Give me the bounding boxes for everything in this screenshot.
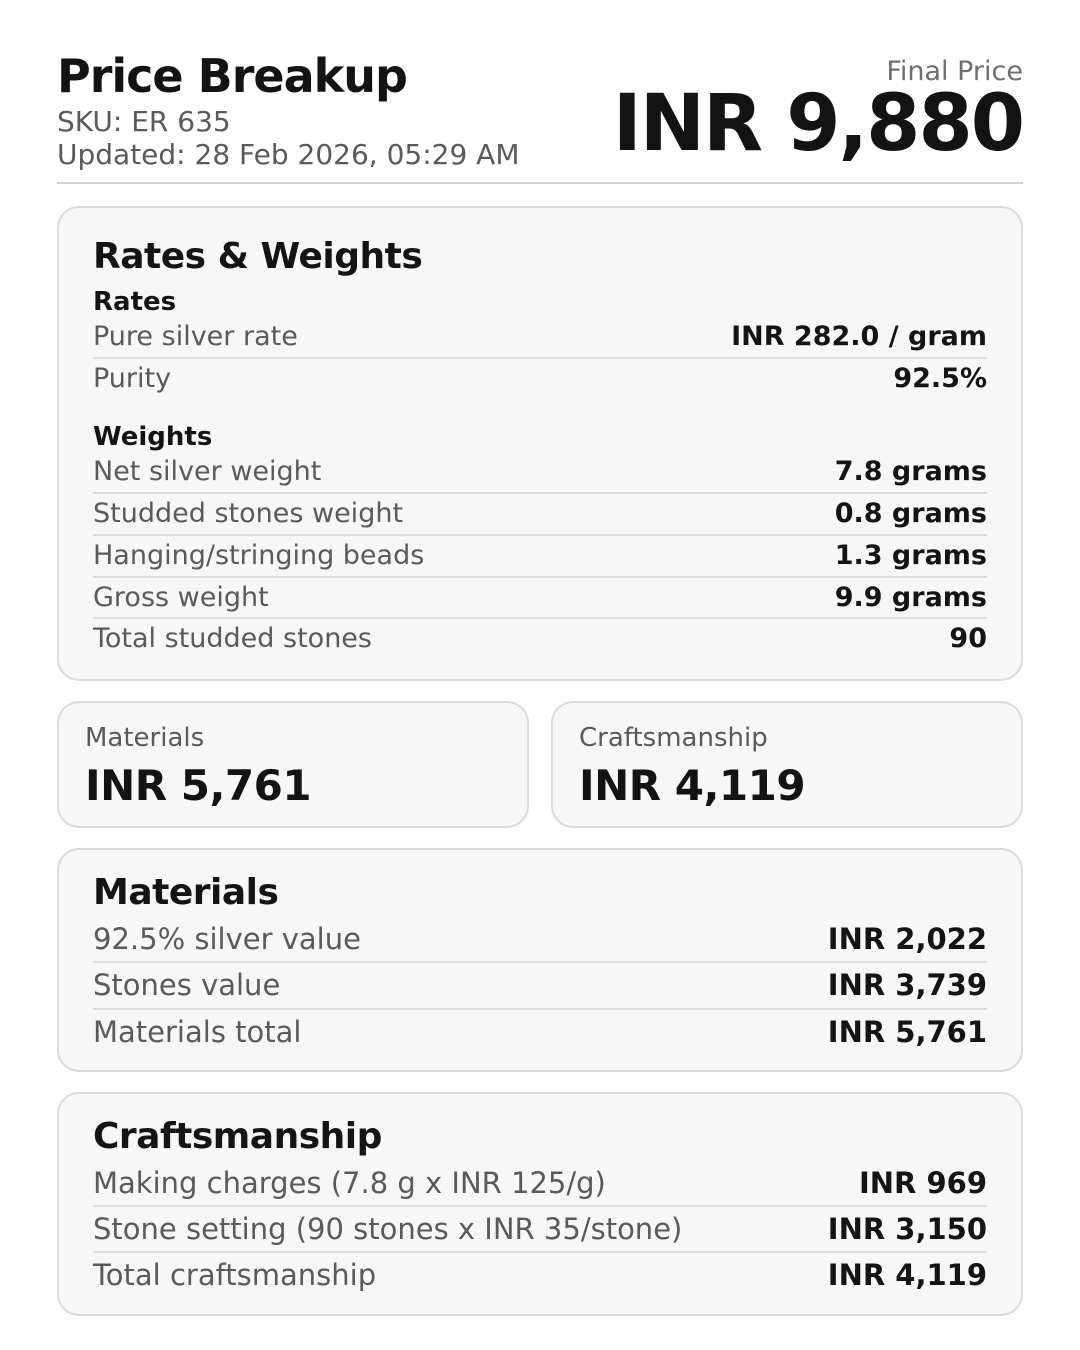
- rates-group-title: Rates: [93, 286, 177, 317]
- rates-group: Rates Pure silver rate INR 282.0 / gram …: [93, 287, 987, 399]
- row-gross-weight: Gross weight 9.9 grams: [93, 578, 987, 620]
- row-value: INR 3,739: [827, 968, 987, 1003]
- row-total-craftsmanship: Total craftsmanship INR 4,119: [93, 1253, 987, 1297]
- craftsmanship-title: Craftsmanship: [93, 1115, 382, 1157]
- row-stones-value: Stones value INR 3,739: [93, 963, 987, 1010]
- row-label: Stones value: [93, 968, 281, 1003]
- row-label: Purity: [93, 362, 172, 394]
- row-value: INR 2,022: [827, 922, 987, 957]
- summary-value: INR 5,761: [85, 761, 312, 811]
- final-price-value: INR 9,880: [612, 79, 1025, 169]
- row-total-studded-stones: Total studded stones 90: [93, 619, 987, 659]
- row-label: Gross weight: [93, 581, 269, 613]
- row-value: INR 3,150: [827, 1212, 987, 1247]
- header-left: Price Breakup SKU: ER 635 Updated: 28 Fe…: [57, 52, 519, 172]
- craftsmanship-card: Craftsmanship Making charges (7.8 g x IN…: [57, 1091, 1023, 1316]
- rates-weights-card: Rates & Weights Rates Pure silver rate I…: [57, 205, 1023, 682]
- row-value: 92.5%: [893, 362, 987, 394]
- summary-value: INR 4,119: [579, 761, 806, 811]
- materials-title: Materials: [93, 872, 279, 914]
- row-value: INR 5,761: [827, 1014, 987, 1049]
- row-label: Materials total: [93, 1014, 302, 1049]
- row-stone-setting: Stone setting (90 stones x INR 35/stone)…: [93, 1207, 987, 1254]
- row-label: Pure silver rate: [93, 320, 298, 352]
- row-hanging-stringing-beads: Hanging/stringing beads 1.3 grams: [93, 536, 987, 578]
- row-value: 9.9 grams: [834, 581, 987, 613]
- row-value: 0.8 grams: [834, 498, 987, 530]
- price-breakup-page: Price Breakup SKU: ER 635 Updated: 28 Fe…: [57, 52, 1025, 1316]
- materials-summary-tile: Materials INR 5,761: [57, 701, 529, 829]
- craftsmanship-summary-tile: Craftsmanship INR 4,119: [551, 701, 1023, 829]
- row-label: Hanging/stringing beads: [93, 539, 425, 571]
- row-label: Studded stones weight: [93, 498, 404, 530]
- row-value: INR 282.0 / gram: [731, 320, 987, 352]
- row-value: 7.8 grams: [834, 456, 987, 488]
- row-materials-total: Materials total INR 5,761: [93, 1010, 987, 1054]
- row-label: Total studded stones: [93, 623, 372, 655]
- summary-row: Materials INR 5,761 Craftsmanship INR 4,…: [57, 701, 1023, 829]
- row-label: Net silver weight: [93, 456, 322, 488]
- updated-timestamp: Updated: 28 Feb 2026, 05:29 AM: [57, 138, 520, 172]
- sku-text: SKU: ER 635: [57, 105, 231, 139]
- row-pure-silver-rate: Pure silver rate INR 282.0 / gram: [93, 317, 987, 359]
- row-silver-value: 92.5% silver value INR 2,022: [93, 917, 987, 964]
- header-divider: [57, 181, 1023, 184]
- rates-weights-title: Rates & Weights: [93, 235, 423, 277]
- final-price-label: Final Price: [886, 56, 1023, 87]
- summary-label: Materials: [85, 723, 205, 754]
- row-label: Total craftsmanship: [93, 1258, 377, 1293]
- row-making-charges: Making charges (7.8 g x INR 125/g) INR 9…: [93, 1161, 987, 1208]
- row-label: 92.5% silver value: [93, 922, 361, 957]
- final-price-block: Final Price INR 9,880: [612, 52, 1025, 169]
- row-purity: Purity 92.5%: [93, 359, 987, 399]
- materials-card: Materials 92.5% silver value INR 2,022 S…: [57, 848, 1023, 1072]
- row-label: Making charges (7.8 g x INR 125/g): [93, 1165, 606, 1200]
- header: Price Breakup SKU: ER 635 Updated: 28 Fe…: [57, 52, 1025, 172]
- page-title: Price Breakup: [57, 49, 408, 103]
- weights-group-title: Weights: [93, 422, 213, 453]
- row-label: Stone setting (90 stones x INR 35/stone): [93, 1212, 683, 1247]
- summary-label: Craftsmanship: [579, 723, 768, 754]
- row-value: 1.3 grams: [834, 539, 987, 571]
- row-value: 90: [949, 623, 987, 655]
- row-studded-stones-weight: Studded stones weight 0.8 grams: [93, 494, 987, 536]
- row-net-silver-weight: Net silver weight 7.8 grams: [93, 452, 987, 495]
- row-value: INR 4,119: [827, 1258, 987, 1293]
- row-value: INR 969: [858, 1165, 987, 1200]
- weights-group: Weights Net silver weight 7.8 grams Stud…: [93, 422, 987, 659]
